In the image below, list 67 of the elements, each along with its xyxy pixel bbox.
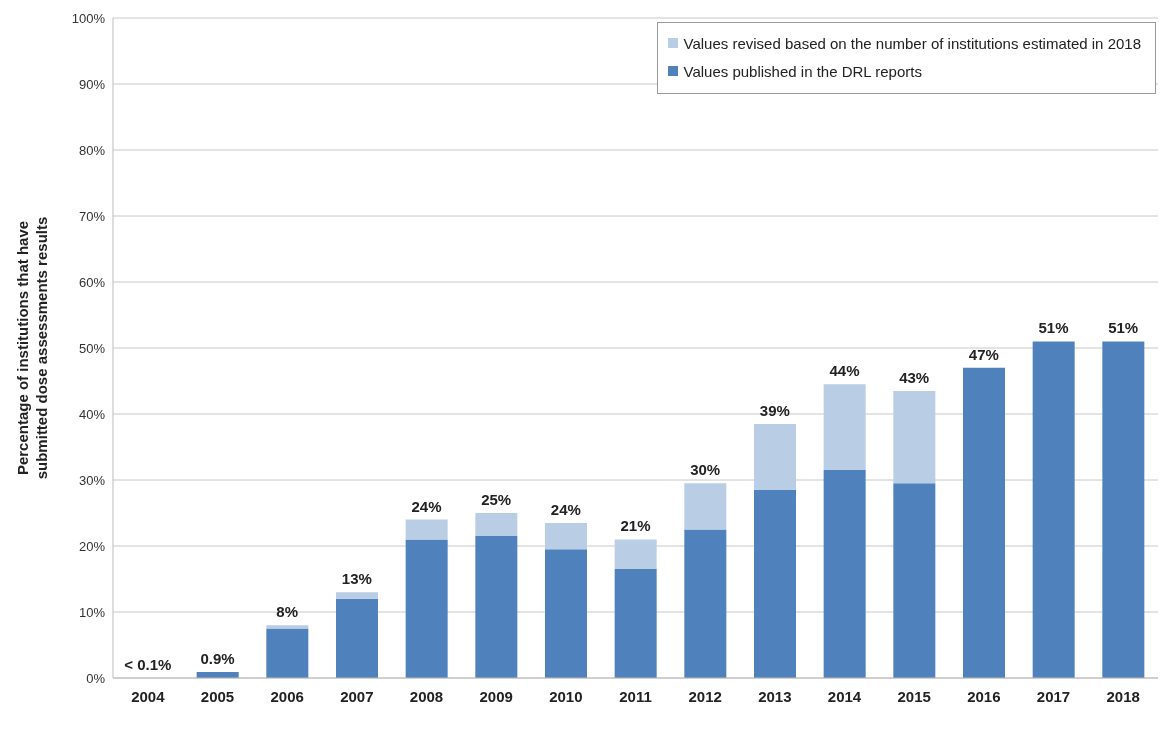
y-tick-label: 30%	[78, 472, 106, 488]
x-tick-label: 2013	[758, 688, 792, 705]
total-label: 30%	[690, 461, 721, 479]
x-tick-label: 2010	[549, 688, 583, 705]
y-tick-label: 50%	[78, 340, 106, 356]
bar	[823, 470, 866, 678]
bar	[336, 598, 378, 678]
x-tick-label: 2018	[1106, 688, 1140, 705]
y-tick-label: 0%	[86, 670, 106, 686]
total-label: 51%	[1108, 319, 1139, 337]
x-tick-label: 2009	[479, 688, 513, 705]
bar	[893, 483, 936, 678]
total-label: 51%	[1038, 319, 1069, 337]
bar	[893, 390, 936, 484]
x-tick-label: 2004	[131, 688, 166, 705]
bar	[405, 519, 448, 540]
bar	[614, 569, 657, 678]
y-tick-label: 10%	[78, 604, 106, 620]
bar	[475, 536, 518, 678]
bar	[405, 539, 448, 678]
bar	[1032, 341, 1075, 678]
bar	[754, 423, 796, 490]
x-tick-label: 2014	[827, 688, 862, 705]
x-tick-label: 2006	[270, 688, 304, 705]
bar	[1102, 341, 1145, 678]
total-label: 24%	[550, 500, 581, 518]
x-tick-label: 2017	[1036, 688, 1071, 705]
total-label: 8%	[276, 603, 299, 621]
total-label: 47%	[968, 345, 999, 363]
bar	[684, 529, 727, 678]
x-tick-label: 2007	[340, 688, 374, 705]
bar	[545, 549, 587, 678]
bar	[545, 522, 587, 550]
y-tick-label: 90%	[78, 76, 106, 92]
total-label: 39%	[759, 401, 790, 419]
x-tick-label: 2012	[688, 688, 722, 705]
total-label: 25%	[481, 491, 512, 508]
y-tick-label: 70%	[78, 208, 106, 224]
y-tick-label: 20%	[78, 538, 106, 554]
total-label: 44%	[829, 362, 860, 380]
total-label: < 0.1%	[124, 656, 172, 673]
legend-label: Values published in the DRL reports	[683, 62, 922, 80]
x-tick-label: 2015	[897, 688, 931, 705]
x-tick-label: 2008	[409, 688, 444, 705]
bar	[266, 625, 309, 629]
y-tick-label: 60%	[78, 274, 106, 290]
total-label: 13%	[341, 570, 372, 588]
bar	[336, 592, 378, 599]
x-tick-label: 2016	[967, 688, 1001, 705]
bar	[266, 628, 309, 678]
y-tick-label: 100%	[71, 10, 106, 26]
total-label: 21%	[620, 517, 651, 535]
x-tick-label: 2011	[619, 688, 652, 705]
bar	[963, 367, 1005, 678]
bar	[684, 483, 727, 530]
bar	[823, 384, 866, 471]
total-label: 0.9%	[200, 650, 235, 668]
bar	[475, 513, 518, 537]
y-tick-label: 80%	[78, 142, 106, 158]
y-tick-label: 40%	[78, 406, 106, 422]
total-label: 24%	[411, 497, 442, 515]
total-label: 43%	[899, 368, 930, 386]
legend-label: Values revised based on the number of institutions estimated in 2018	[683, 34, 1141, 52]
x-tick-label: 2005	[200, 688, 235, 705]
bar	[754, 489, 796, 678]
bar	[614, 539, 657, 570]
y-axis-title: Percentage of institutions that have submitted dose assessments results	[14, 216, 50, 480]
